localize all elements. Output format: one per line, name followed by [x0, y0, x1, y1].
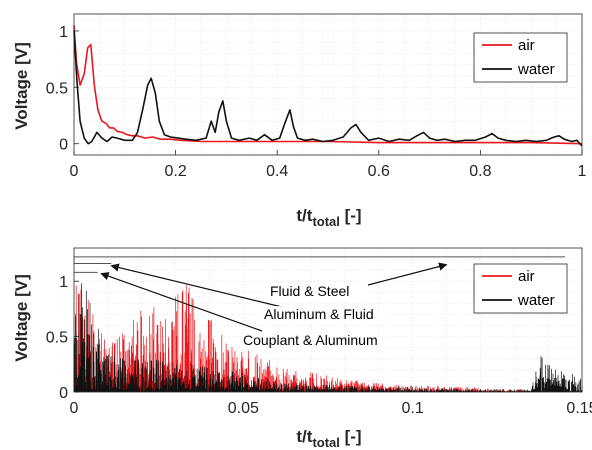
- bottom-xlabel-unit: [-]: [340, 427, 362, 446]
- series-line-water: [73, 30, 583, 147]
- top-xlabel: t/ttotal [-]: [296, 206, 361, 229]
- y-tick-label: 0: [59, 137, 68, 154]
- x-tick-label: 0.8: [469, 163, 491, 180]
- top-legend: air water: [473, 32, 568, 83]
- annotation-label-bg: [261, 306, 384, 323]
- top-legend-water-label: water: [517, 61, 555, 78]
- bottom-legend-air-label: air: [518, 268, 535, 285]
- annotation-arrow: [367, 262, 448, 286]
- y-tick-label: 1: [59, 24, 68, 41]
- bottom-frame: [73, 247, 583, 393]
- x-tick-label: 0.05: [228, 400, 259, 417]
- bottom-xlabel-sub: total: [312, 435, 339, 450]
- y-tick-label: 1: [59, 274, 68, 291]
- annotation-arrow: [110, 263, 283, 308]
- bottom-legend-box: [473, 263, 568, 314]
- y-tick-label: 0.5: [46, 80, 68, 97]
- top-tick-labels: 0 0.2 0.4 0.6 0.8 1 0 0.5 1: [46, 24, 587, 180]
- bottom-ylabel: Voltage [V]: [12, 274, 31, 362]
- annotation-label-bg: [267, 283, 368, 300]
- annotation-label: Couplant & Aluminum: [243, 332, 378, 348]
- top-ylabel: Voltage [V]: [12, 42, 31, 130]
- x-tick-label: 0.15: [566, 400, 592, 417]
- y-tick-label: 0.5: [46, 330, 68, 347]
- annotation-label: Aluminum & Fluid: [264, 306, 374, 322]
- top-frame: [73, 13, 583, 156]
- bottom-legend: air water: [473, 263, 568, 314]
- annotation-label-bg: [240, 332, 385, 349]
- axes-box: [73, 13, 583, 156]
- top-xlabel-unit: [-]: [340, 206, 362, 225]
- top-chart: 0 0.2 0.4 0.6 0.8 1 0 0.5 1 Voltage [V] t/ttotal…: [12, 13, 587, 229]
- bottom-chart: Fluid & Steel Aluminum & Fluid Couplant & …: [12, 247, 592, 450]
- bottom-xlabel-main: t/t: [296, 427, 312, 446]
- x-tick-label: 0: [70, 400, 79, 417]
- top-legend-air-label: air: [518, 37, 535, 54]
- bottom-annotations: Fluid & Steel Aluminum & Fluid Couplant & …: [74, 256, 566, 349]
- y-tick-label: 0: [59, 385, 68, 402]
- x-tick-label: 0.2: [164, 163, 186, 180]
- bottom-xlabel: t/ttotal [-]: [296, 427, 361, 450]
- x-tick-label: 1: [578, 163, 587, 180]
- annotation-arrow: [100, 272, 263, 332]
- top-series-lines: [73, 25, 583, 147]
- top-xlabel-sub: total: [312, 214, 339, 229]
- x-tick-label: 0.4: [266, 163, 288, 180]
- x-tick-label: 0.6: [368, 163, 390, 180]
- annotation-label: Fluid & Steel: [270, 283, 349, 299]
- x-tick-label: 0.1: [402, 400, 424, 417]
- bottom-legend-water-label: water: [517, 292, 555, 309]
- bottom-tick-labels: 0 0.05 0.1 0.15 0 0.5 1: [46, 274, 592, 417]
- top-legend-box: [473, 32, 568, 83]
- axes-box: [73, 247, 583, 393]
- x-tick-label: 0: [70, 163, 79, 180]
- top-xlabel-main: t/t: [296, 206, 312, 225]
